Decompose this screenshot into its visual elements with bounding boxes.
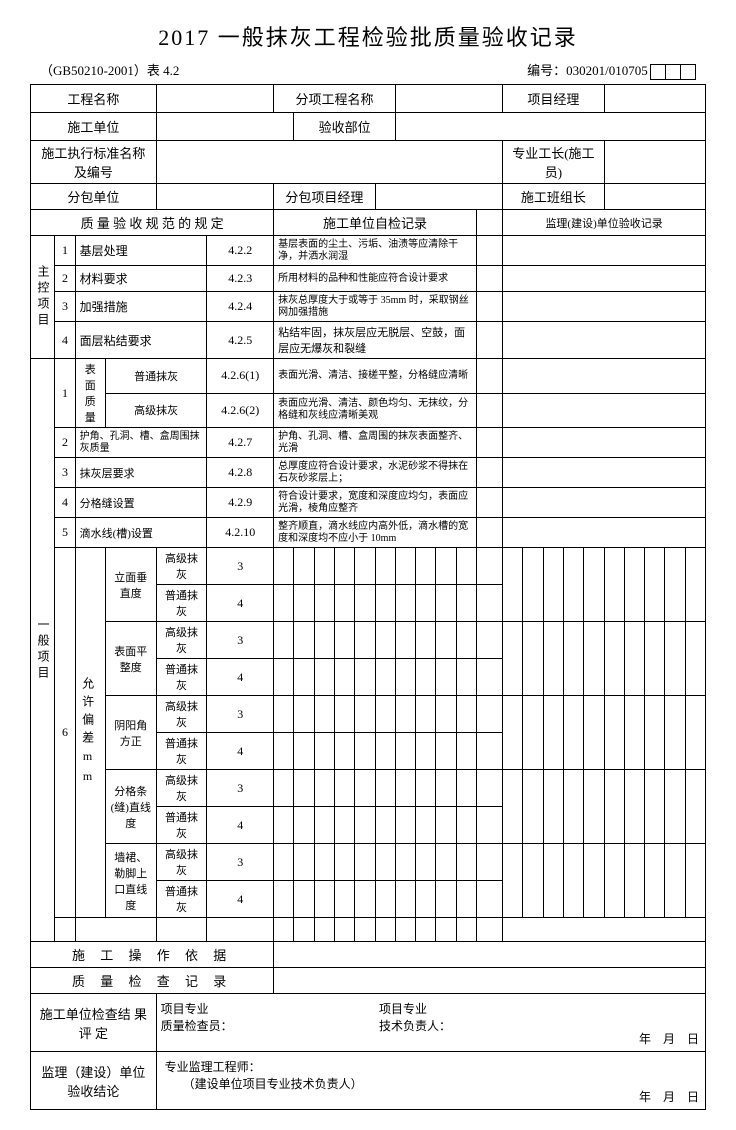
lbl-exec-std: 施工执行标准名称及编号 [31, 141, 157, 184]
date-1: 年 月 日 [639, 1030, 699, 1047]
lbl-subcontract: 分包单位 [31, 184, 157, 210]
lbl-qc-record: 质 量 检 查 记 录 [31, 968, 274, 994]
lbl-super-unit: 监理（建设）单位验收结论 [31, 1052, 157, 1110]
vlabel-dev: 允许偏差mm [80, 677, 97, 789]
lbl-accept-dept: 验收部位 [294, 113, 395, 141]
vlabel-main: 主控项目 [35, 265, 52, 329]
hdr-self: 施工单位自检记录 [274, 210, 477, 236]
lbl-unit-check: 施工单位检查结 果 评 定 [31, 994, 157, 1052]
lbl-team-leader: 施工班组长 [503, 184, 604, 210]
lbl-pro-foreman: 专业工长(施工员) [503, 141, 604, 184]
main-table: 工程名称 分项工程名称 项目经理 施工单位 验收部位 施工执行标准名称及编号 专… [30, 84, 706, 1110]
hdr-spec: 质 量 验 收 规 范 的 规 定 [31, 210, 274, 236]
lbl-project-name: 工程名称 [31, 85, 157, 113]
subhead-left: （GB50210-2001）表 4.2 [40, 60, 179, 80]
page-title: 2017 一般抹灰工程检验批质量验收记录 [30, 20, 706, 52]
lbl-sub-pm: 分包项目经理 [274, 184, 375, 210]
lbl-pm: 项目经理 [503, 85, 604, 113]
lbl-op-basis: 施 工 操 作 依 据 [31, 942, 274, 968]
lbl-sub-project: 分项工程名称 [274, 85, 396, 113]
hdr-super: 监理(建设)单位验收记录 [503, 210, 706, 236]
subhead-right: 编号：030201/010705 [527, 60, 696, 80]
lbl-construction-unit: 施工单位 [31, 113, 157, 141]
vlabel-gen: 一般项目 [35, 618, 52, 682]
date-2: 年 月 日 [639, 1088, 699, 1105]
